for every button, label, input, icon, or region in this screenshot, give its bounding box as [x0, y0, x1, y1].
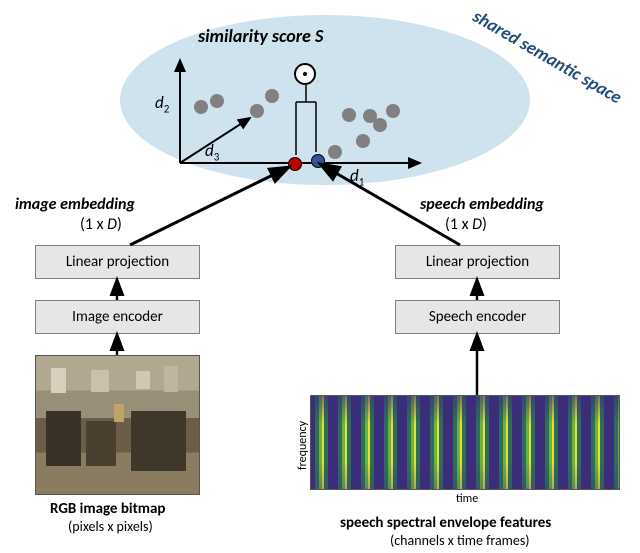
gray-dot: [328, 145, 342, 159]
image-embedding-label: image embedding: [15, 195, 135, 214]
spectrogram: [310, 395, 620, 490]
time-axis-label: time: [456, 492, 478, 506]
axis-d1-label: d1: [350, 165, 364, 188]
gray-dot: [373, 118, 387, 132]
right-projection-box: Linear projection: [395, 245, 560, 279]
left-projection-text: Linear projection: [66, 253, 169, 271]
speech-embedding-label: speech embedding: [420, 195, 544, 214]
freq-axis-label: frequency: [296, 421, 310, 470]
gray-dot: [210, 94, 224, 108]
axis-d2-label: d2: [155, 92, 169, 115]
speech-dim-label: (1 x D): [445, 215, 487, 234]
right-projection-text: Linear projection: [426, 253, 529, 271]
speech-embedding-dot: [311, 154, 325, 168]
gray-dot: [356, 134, 370, 148]
speech-caption-title: speech spectral envelope features: [340, 514, 551, 532]
left-projection-box: Linear projection: [35, 245, 200, 279]
gray-dot: [386, 104, 400, 118]
rgb-caption-sub: (pixels x pixels): [68, 518, 153, 535]
image-dim-label: (1 x D): [80, 215, 122, 234]
axis-d3-label: d3: [205, 140, 219, 163]
gray-dot: [342, 108, 356, 122]
rgb-image-bitmap: [35, 355, 200, 495]
right-encoder-box: Speech encoder: [395, 300, 560, 334]
gray-dot: [250, 104, 264, 118]
gray-dot: [265, 89, 279, 103]
speech-caption-sub: (channels x time frames): [390, 532, 530, 549]
similarity-label: similarity score S: [198, 25, 323, 47]
rgb-caption-title: RGB image bitmap: [50, 500, 165, 518]
right-encoder-text: Speech encoder: [429, 308, 526, 326]
similarity-node: [294, 63, 316, 85]
left-encoder-text: Image encoder: [72, 308, 163, 326]
left-encoder-box: Image encoder: [35, 300, 200, 334]
gray-dot: [194, 100, 208, 114]
image-embedding-dot: [288, 157, 302, 171]
